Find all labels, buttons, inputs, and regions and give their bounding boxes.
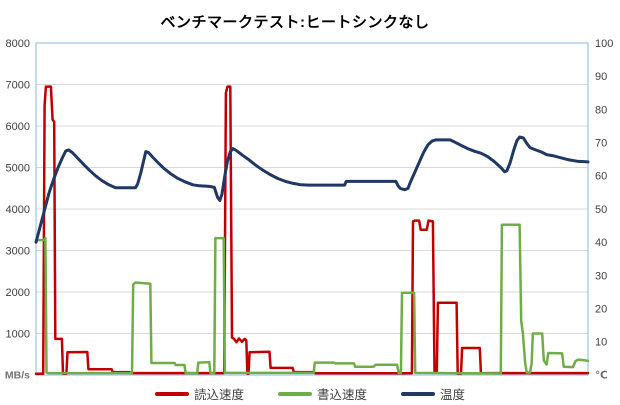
legend-item-write-speed: 書込速度 — [277, 384, 367, 403]
temperature-line — [34, 135, 590, 244]
y-right-tick-label: 10 — [595, 337, 607, 349]
legend-item-temperature: 温度 — [401, 384, 465, 403]
legend-item-read-speed: 読込速度 — [154, 384, 244, 403]
y-right-tick-label: 40 — [595, 237, 607, 249]
y-right-tick-label: 70 — [595, 137, 607, 149]
y-left-tick-label: 6000 — [6, 121, 30, 133]
y-right-tick-label: 60 — [595, 171, 607, 183]
y-left-tick-label: 7000 — [6, 79, 30, 91]
y-right-tick-label: 30 — [595, 270, 607, 282]
y-left-tick-label: 2000 — [6, 287, 30, 299]
y-right-unit-label: ℃ — [595, 370, 608, 382]
y-left-unit-label: MB/s — [5, 370, 30, 382]
read-speed-line — [34, 85, 590, 376]
y-left-tick-label: 3000 — [6, 245, 30, 257]
legend-label-temperature: 温度 — [440, 388, 466, 402]
chart-title: ベンチマークテスト:ヒートシンクなし — [160, 14, 430, 31]
y-left-tick-label: 8000 — [6, 38, 30, 50]
legend-label-read-speed: 読込速度 — [193, 388, 244, 402]
y-right-tick-label: 80 — [595, 104, 607, 116]
legend-label-write-speed: 書込速度 — [316, 388, 367, 402]
y-left-tick-label: 1000 — [6, 328, 30, 340]
y-right-tick-label: 20 — [595, 303, 607, 315]
y-left-tick-label: 4000 — [6, 204, 30, 216]
y-right-tick-label: 100 — [595, 38, 613, 50]
y-right-tick-label: 50 — [595, 204, 607, 216]
write-speed-line-icon — [277, 391, 312, 396]
write-speed-line — [34, 223, 590, 375]
y-left-tick-label: 5000 — [6, 162, 30, 174]
read-speed-line-icon — [154, 391, 189, 396]
plot-border — [35, 42, 589, 376]
y-right-tick-label: 90 — [595, 71, 607, 83]
temperature-line-icon — [401, 391, 435, 396]
chart-legend: 読込速度 書込速度 温度 — [0, 384, 620, 403]
